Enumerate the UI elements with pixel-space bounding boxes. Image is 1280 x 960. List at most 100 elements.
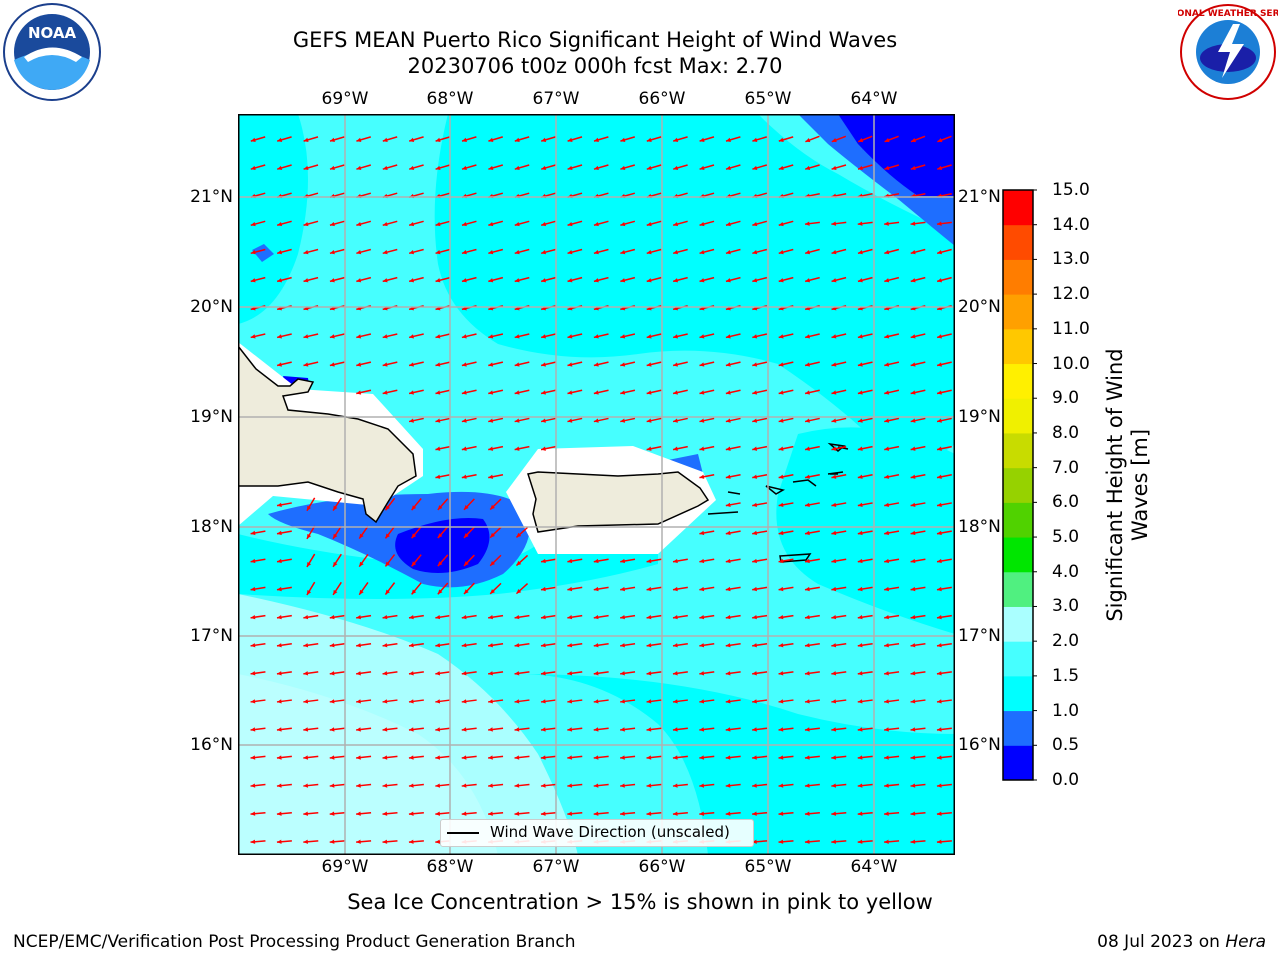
- wave-direction-arrowhead: [461, 362, 467, 367]
- wave-direction-arrowhead: [490, 504, 495, 510]
- colorbar-segment: [1003, 224, 1033, 260]
- wave-direction-arrowhead: [936, 811, 942, 816]
- wave-direction-arrowhead: [831, 839, 837, 844]
- wave-direction-arrowhead: [804, 755, 810, 760]
- wave-direction-arrowhead: [804, 586, 810, 592]
- colorbar: [1002, 189, 1037, 781]
- wave-direction-arrowhead: [567, 643, 573, 648]
- map-legend: Wind Wave Direction (unscaled): [440, 819, 754, 847]
- wave-direction-arrowhead: [385, 533, 390, 539]
- wave-direction-arrowhead: [936, 643, 942, 648]
- wave-direction-arrowhead: [910, 839, 916, 844]
- wave-direction-arrowhead: [857, 446, 863, 451]
- lat-label-left: 18°N: [190, 517, 233, 537]
- wave-direction-arrowhead: [699, 221, 705, 227]
- wave-direction-arrowhead: [514, 165, 520, 171]
- wave-direction-arrowhead: [778, 811, 784, 816]
- wave-direction-arrowhead: [408, 727, 414, 732]
- wave-direction-arrowhead: [857, 165, 863, 171]
- colorbar-tick-label: 10.0: [1052, 353, 1090, 374]
- wave-zone-2-3-southwest-inner: [238, 674, 498, 855]
- wave-direction-arrowhead: [805, 502, 810, 507]
- wave-direction-arrowhead: [541, 334, 546, 339]
- wave-direction-arrowhead: [435, 278, 441, 283]
- wave-direction-arrowhead: [567, 221, 573, 227]
- wave-direction-arrowhead: [382, 755, 388, 760]
- wave-direction-arrowhead: [329, 278, 335, 283]
- wave-direction-arrowhead: [831, 699, 837, 704]
- wave-direction-arrowhead: [884, 727, 889, 732]
- wave-direction-arrowhead: [937, 418, 942, 423]
- wave-direction-arrowhead: [306, 561, 312, 567]
- wave-direction-arrowhead: [567, 165, 573, 171]
- wave-direction-arrowhead: [725, 474, 731, 479]
- wave-direction-arrowhead: [461, 390, 467, 395]
- wave-direction-arrowhead: [276, 783, 282, 788]
- wave-direction-arrowhead: [699, 699, 705, 704]
- wave-direction-arrowhead: [884, 362, 890, 367]
- wave-direction-arrowhead: [303, 811, 309, 816]
- wave-direction-arrowhead: [778, 839, 784, 844]
- wave-direction-arrowhead: [673, 334, 678, 339]
- wave-direction-arrowhead: [437, 589, 443, 595]
- wave-direction-arrowhead: [646, 165, 652, 171]
- wave-direction-arrowhead: [356, 137, 362, 142]
- wave-direction-arrowhead: [725, 755, 731, 760]
- wave-direction-arrowhead: [593, 165, 599, 171]
- wave-direction-arrowhead: [752, 137, 758, 142]
- wave-direction-arrowhead: [752, 530, 758, 536]
- wave-direction-arrowhead: [593, 221, 599, 227]
- wave-direction-arrowhead: [936, 839, 942, 844]
- wave-direction-arrowhead: [329, 671, 335, 676]
- wave-direction-arrowhead: [541, 221, 547, 227]
- wave-direction-arrowhead: [567, 334, 573, 339]
- wave-direction-arrowhead: [303, 699, 309, 704]
- wave-direction-arrowhead: [831, 362, 837, 367]
- wave-zone-0-0.5-mona: [395, 518, 490, 573]
- wave-direction-arrowhead: [490, 561, 495, 566]
- wave-direction-arrowhead: [778, 783, 784, 788]
- wave-direction-arrowhead: [673, 362, 678, 367]
- wave-direction-arrowhead: [540, 671, 546, 676]
- wave-direction-arrowhead: [382, 699, 388, 704]
- wave-direction-arrowhead: [937, 334, 942, 339]
- wave-direction-arrowhead: [435, 137, 441, 142]
- lon-label-top: 68°W: [426, 89, 474, 109]
- credit-branch: NCEP/EMC/Verification Post Processing Pr…: [13, 932, 576, 952]
- wave-direction-arrowhead: [540, 614, 546, 620]
- lon-label-top: 69°W: [321, 89, 369, 109]
- wave-direction-arrowhead: [672, 586, 678, 592]
- wave-direction-arrowhead: [778, 165, 784, 171]
- wave-direction-arrowhead: [488, 783, 493, 788]
- wave-direction-arrowhead: [276, 811, 282, 816]
- wave-direction-arrowhead: [488, 418, 494, 423]
- wave-direction-arrowhead: [488, 334, 494, 339]
- wave-direction-arrowhead: [461, 783, 467, 788]
- wave-direction-arrowhead: [673, 390, 678, 395]
- wave-direction-arrowhead: [541, 165, 547, 171]
- colorbar-segment: [1003, 571, 1033, 607]
- wave-direction-arrowhead: [514, 755, 520, 760]
- wave-direction-arrowhead: [514, 643, 520, 648]
- wave-zone-1-1.5-east: [776, 427, 955, 634]
- wave-direction-arrowhead: [330, 137, 335, 142]
- wave-direction-arrowhead: [435, 783, 441, 788]
- wave-direction-arrowhead: [593, 811, 599, 816]
- wave-direction-arrowhead: [884, 839, 889, 844]
- wave-direction-arrowhead: [831, 390, 837, 395]
- wave-direction-arrowhead: [435, 334, 441, 339]
- wave-direction-arrowhead: [752, 811, 757, 816]
- wave-direction-arrowhead: [699, 165, 705, 171]
- wave-direction-arrowhead: [752, 418, 758, 423]
- wave-direction-arrowhead: [593, 390, 599, 395]
- wave-direction-arrowhead: [250, 783, 256, 788]
- colorbar-segment: [1003, 675, 1033, 712]
- wave-direction-arrowhead: [752, 165, 758, 171]
- wave-direction-arrowhead: [303, 727, 309, 732]
- wave-direction-arrowhead: [541, 278, 547, 283]
- wave-direction-arrowhead: [937, 362, 942, 367]
- colorbar-segment: [1003, 398, 1033, 434]
- wave-direction-arrowhead: [250, 334, 256, 339]
- wave-direction-arrowhead: [725, 811, 731, 816]
- wave-direction-arrowhead: [910, 671, 916, 676]
